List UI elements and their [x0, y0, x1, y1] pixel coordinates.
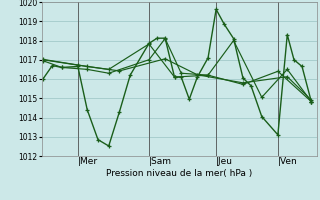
X-axis label: Pression niveau de la mer( hPa ): Pression niveau de la mer( hPa ) — [106, 169, 252, 178]
